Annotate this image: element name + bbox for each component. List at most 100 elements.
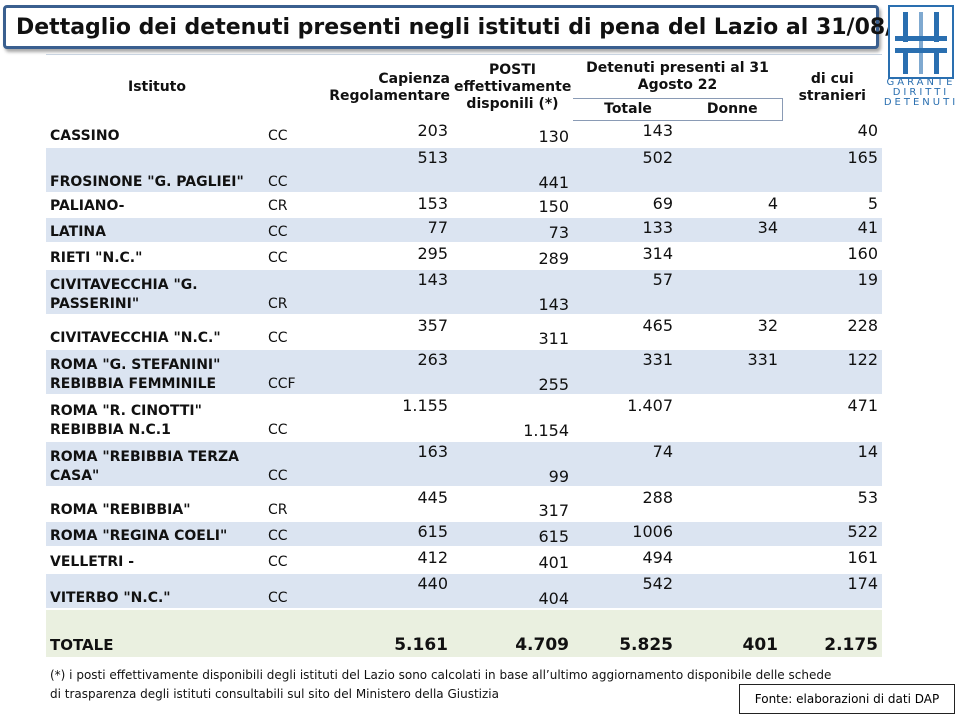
page-title: Dettaglio dei detenuti presenti negli is… [16, 14, 955, 40]
cell-stranieri: 53 [782, 486, 883, 522]
table-row: LATINA CC 77 73 133 34 41 [46, 216, 883, 244]
cell-stranieri: 5 [782, 192, 883, 218]
header-posti: POSTI effettivamente disponili (*) [452, 54, 573, 121]
cell-tipo: CC [268, 394, 314, 442]
total-label: TOTALE [46, 608, 268, 657]
footnote: (*) i posti effettivamente disponibili d… [50, 666, 900, 704]
cell-capienza: 77 [314, 216, 452, 244]
cell-stranieri: 41 [782, 216, 883, 244]
cell-donne: 32 [683, 314, 783, 350]
cell-name: ROMA "G. STEFANINI" REBIBBIA FEMMINILE [46, 348, 268, 396]
cell-donne [683, 520, 783, 548]
cell-tipo: CR [268, 192, 314, 218]
cell-stranieri: 161 [782, 546, 883, 574]
source-box: Fonte: elaborazioni di dati DAP [739, 684, 955, 714]
cell-totale: 331 [573, 348, 683, 396]
table-row: ROMA "REBIBBIA TERZA CASA" CC 163 99 74 … [46, 440, 883, 488]
cell-capienza: 143 [314, 268, 452, 316]
title-box: Dettaglio dei detenuti presenti negli is… [3, 5, 954, 49]
cell-name: RIETI "N.C." [46, 242, 268, 270]
header-donne: Donne [683, 98, 783, 121]
cell-stranieri: 160 [782, 242, 883, 270]
cell-totale: 1006 [573, 520, 683, 548]
logo-line-1: GARANTE [886, 77, 956, 88]
cell-posti: 150 [452, 192, 573, 218]
cell-posti: 441 [452, 146, 573, 194]
cell-name: ROMA "REBIBBIA TERZA CASA" [46, 440, 268, 488]
cell-tipo: CC [268, 572, 314, 610]
cell-stranieri: 228 [782, 314, 883, 350]
cell-donne: 34 [683, 216, 783, 244]
logo-line-2: DIRITTI [892, 87, 950, 98]
cell-capienza: 1.155 [314, 394, 452, 442]
total-row: TOTALE 5.161 4.709 5.825 401 2.175 [46, 608, 883, 657]
cell-totale: 502 [573, 146, 683, 194]
cell-donne [683, 146, 783, 194]
cell-tipo: CR [268, 268, 314, 316]
cell-stranieri: 471 [782, 394, 883, 442]
cell-stranieri: 122 [782, 348, 883, 396]
cell-totale: 69 [573, 192, 683, 218]
table-row: ROMA "R. CINOTTI" REBIBBIA N.C.1 CC 1.15… [46, 394, 883, 442]
cell-capienza: 203 [314, 120, 452, 148]
garante-logo-icon [888, 5, 954, 79]
cell-totale: 288 [573, 486, 683, 522]
cell-name: CIVITAVECCHIA "G. PASSERINI" [46, 268, 268, 316]
cell-capienza: 615 [314, 520, 452, 548]
total-stranieri: 2.175 [782, 608, 883, 657]
cell-stranieri: 19 [782, 268, 883, 316]
table-row: CIVITAVECCHIA "N.C." CC 357 311 465 32 2… [46, 314, 883, 350]
cell-capienza: 445 [314, 486, 452, 522]
cell-capienza: 412 [314, 546, 452, 574]
total-donne: 401 [683, 608, 783, 657]
cell-tipo: CC [268, 216, 314, 244]
cell-donne: 331 [683, 348, 783, 396]
cell-donne [683, 572, 783, 610]
cell-capienza: 163 [314, 440, 452, 488]
table-row: ROMA "REBIBBIA" CR 445 317 288 53 [46, 486, 883, 522]
cell-name: FROSINONE "G. PAGLIEI" [46, 146, 268, 194]
table-row: VITERBO "N.C." CC 440 404 542 174 [46, 572, 883, 610]
cell-donne: 4 [683, 192, 783, 218]
cell-donne [683, 268, 783, 316]
header-stranieri: di cui stranieri [782, 54, 883, 121]
cell-posti: 255 [452, 348, 573, 396]
cell-name: PALIANO- [46, 192, 268, 218]
cell-tipo: CC [268, 120, 314, 148]
logo-line-3: DETENUTI [883, 97, 959, 108]
cell-totale: 542 [573, 572, 683, 610]
cell-donne [683, 440, 783, 488]
cell-posti: 401 [452, 546, 573, 574]
cell-posti: 1.154 [452, 394, 573, 442]
table-row: CASSINO CC 203 130 143 40 [46, 120, 883, 148]
cell-name: CASSINO [46, 120, 268, 148]
cell-tipo: CC [268, 146, 314, 194]
cell-totale: 1.407 [573, 394, 683, 442]
cell-totale: 57 [573, 268, 683, 316]
cell-donne [683, 486, 783, 522]
cell-totale: 133 [573, 216, 683, 244]
header-spacer [268, 54, 314, 121]
cell-stranieri: 40 [782, 120, 883, 148]
source-text: Fonte: elaborazioni di dati DAP [754, 692, 940, 706]
total-posti: 4.709 [452, 608, 573, 657]
table-row: RIETI "N.C." CC 295 289 314 160 [46, 242, 883, 270]
cell-capienza: 295 [314, 242, 452, 270]
cell-totale: 74 [573, 440, 683, 488]
detainees-table: Istituto Capienza Regolamentare POSTI ef… [46, 54, 883, 657]
cell-stranieri: 165 [782, 146, 883, 194]
cell-stranieri: 522 [782, 520, 883, 548]
cell-name: ROMA "REGINA COELI" [46, 520, 268, 548]
table-row: ROMA "REGINA COELI" CC 615 615 1006 522 [46, 520, 883, 548]
cell-name: VELLETRI - [46, 546, 268, 574]
cell-name: LATINA [46, 216, 268, 244]
cell-capienza: 263 [314, 348, 452, 396]
table-row: ROMA "G. STEFANINI" REBIBBIA FEMMINILE C… [46, 348, 883, 396]
cell-donne [683, 120, 783, 148]
cell-capienza: 153 [314, 192, 452, 218]
cell-posti: 404 [452, 572, 573, 610]
total-capienza: 5.161 [314, 608, 452, 657]
cell-capienza: 440 [314, 572, 452, 610]
cell-tipo: CC [268, 242, 314, 270]
cell-stranieri: 14 [782, 440, 883, 488]
